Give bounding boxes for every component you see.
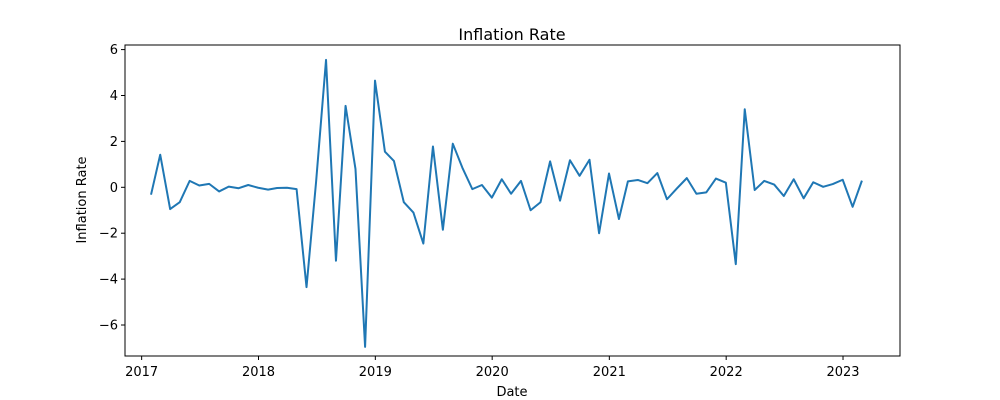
x-axis-ticks: 2017 2018 2019 2020 2021 2022 2023	[125, 356, 860, 380]
plot-frame	[124, 44, 901, 357]
y-tick-label: 0	[110, 181, 118, 196]
x-tick-label: 2020	[476, 365, 509, 380]
x-axis-label: Date	[496, 385, 527, 400]
x-tick-label: 2019	[359, 365, 392, 380]
y-tick-label: −4	[99, 273, 118, 288]
y-tick-label: 6	[110, 43, 118, 58]
y-tick-label: 4	[110, 89, 118, 104]
y-tick-label: −2	[99, 227, 118, 242]
x-tick-label: 2023	[826, 365, 859, 380]
chart-title: Inflation Rate	[458, 25, 565, 44]
x-tick-label: 2022	[710, 365, 743, 380]
series-line-0	[150, 58, 863, 348]
series-layer	[150, 58, 863, 348]
x-tick-label: 2021	[593, 365, 626, 380]
y-axis-ticks: −6 −4 −2 0 2 4 6	[99, 43, 125, 334]
y-tick-label: −6	[99, 319, 118, 334]
y-axis-label: Inflation Rate	[75, 156, 90, 243]
x-tick-label: 2018	[242, 365, 275, 380]
x-tick-label: 2017	[125, 365, 158, 380]
y-tick-label: 2	[110, 135, 118, 150]
